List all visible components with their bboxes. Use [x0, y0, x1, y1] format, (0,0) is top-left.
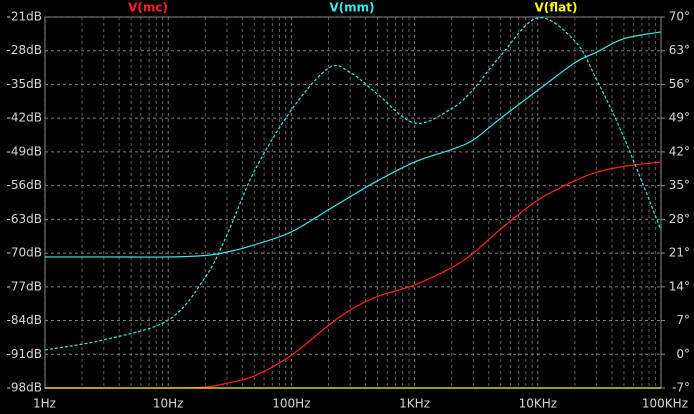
y2-tick-label: -7°: [672, 381, 690, 395]
y-tick-label: -42dB: [7, 111, 42, 125]
y-tick-label: -91dB: [7, 347, 42, 361]
x-tick-label: 100KHz: [642, 397, 688, 411]
y-tick-label: -56dB: [7, 178, 42, 192]
y2-tick-label: 70°: [669, 10, 690, 24]
y-tick-label: -70dB: [7, 246, 42, 260]
y2-tick-label: 14°: [669, 279, 690, 293]
y2-tick-label: 56°: [669, 77, 690, 91]
y2-tick-label: 49°: [669, 111, 690, 125]
y2-tick-label: 42°: [669, 144, 690, 158]
y-tick-label: -49dB: [7, 144, 42, 158]
y2-tick-label: 28°: [669, 212, 690, 226]
legend-entry: V(mc): [128, 1, 168, 15]
x-tick-label: 100Hz: [272, 397, 310, 411]
series-line: [44, 161, 662, 389]
y2-tick-label: 0°: [676, 347, 690, 361]
y-tick-label: -77dB: [7, 279, 42, 293]
y2-tick-label: 63°: [669, 43, 690, 57]
plot-frame: [44, 16, 662, 389]
legend-entry: V(mm): [329, 1, 374, 15]
y2-tick-label: 21°: [669, 246, 690, 260]
y2-tick-label: 35°: [669, 178, 690, 192]
y2-tick-label: 7°: [676, 313, 690, 327]
x-tick-label: 10Hz: [153, 397, 184, 411]
y-tick-label: -63dB: [7, 212, 42, 226]
x-tick-label: 1Hz: [33, 397, 56, 411]
x-tick-label: 10KHz: [519, 397, 557, 411]
series-line: [45, 31, 662, 258]
y-tick-label: -84dB: [7, 313, 42, 327]
y-tick-label: -35dB: [7, 77, 42, 91]
y-tick-label: -21dB: [7, 10, 42, 24]
x-tick-label: 1KHz: [399, 397, 430, 411]
y-tick-label: -28dB: [7, 43, 42, 57]
legend-entry: V(flat): [535, 1, 578, 15]
y-tick-label: -98dB: [7, 381, 42, 395]
